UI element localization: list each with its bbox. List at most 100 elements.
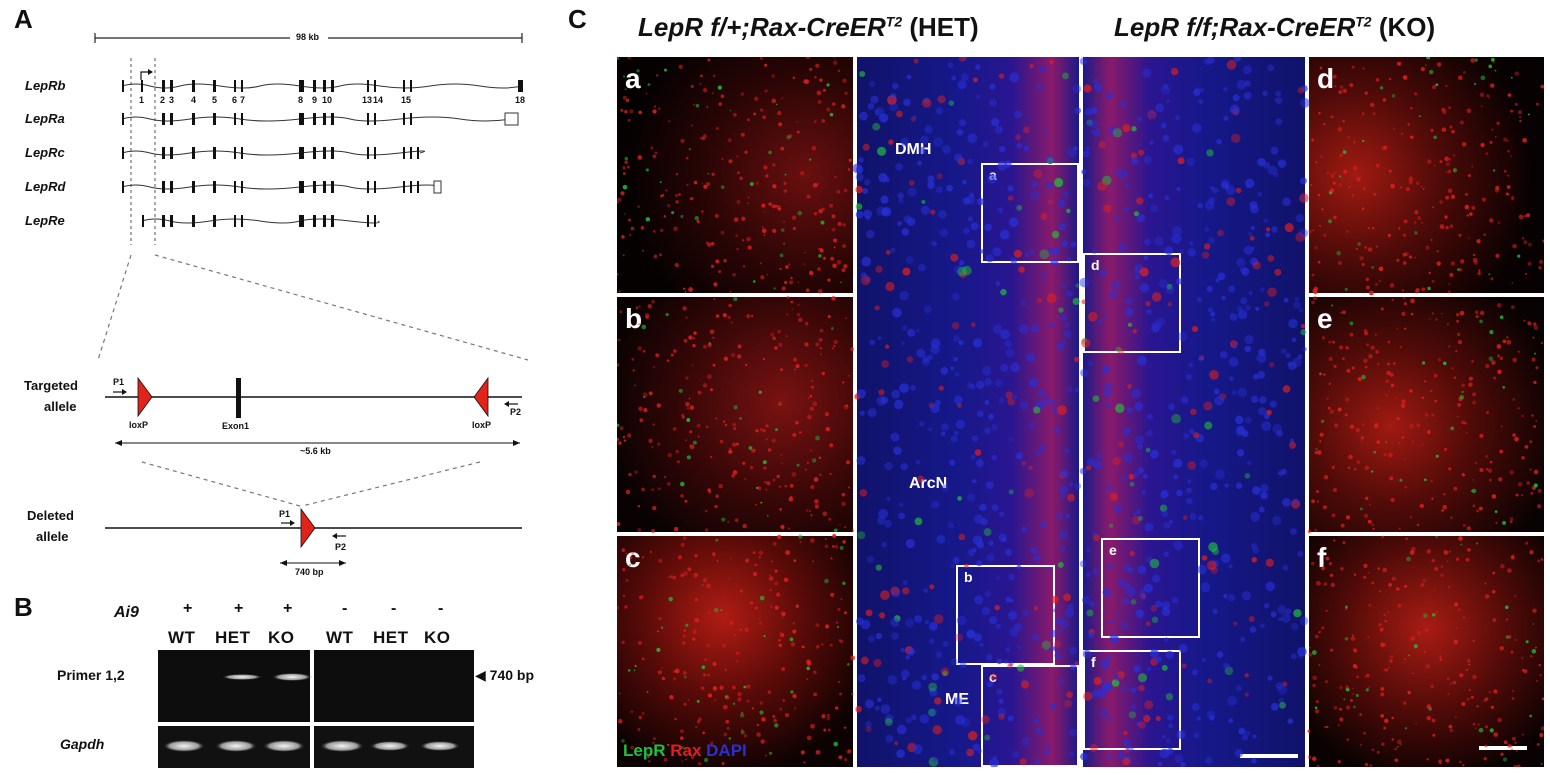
- ai9-sign: +: [283, 600, 293, 617]
- primer-row-label: Primer 1,2: [57, 667, 125, 683]
- gel-band: [272, 673, 312, 681]
- primer-p1-label: P1: [113, 377, 125, 387]
- panel-letter-b: B: [14, 592, 33, 622]
- inset-a-image: a: [617, 57, 853, 293]
- channel-legend: LepR Rax DAPI: [623, 741, 747, 761]
- scale-bar-center: [1240, 754, 1298, 758]
- exon-number: 15: [401, 95, 412, 105]
- deleted-allele-label-2: allele: [36, 529, 69, 544]
- panel-letter-c: C: [568, 4, 587, 34]
- exon-number: 3: [169, 95, 175, 105]
- gene-structure-diagram: [94, 32, 529, 566]
- region-me: ME: [945, 691, 969, 708]
- genotype-label: KO: [268, 628, 295, 647]
- gel-band: [163, 740, 205, 752]
- scale-bar-inset: [1479, 746, 1527, 750]
- loxp-label-right: loxP: [472, 420, 492, 430]
- inset-e-image: e: [1309, 297, 1544, 532]
- gel-band: [263, 740, 305, 752]
- exon1-label: Exon1: [222, 421, 250, 431]
- exon-number: 1: [139, 95, 145, 105]
- exon-number: 18: [515, 95, 526, 105]
- het-title: LepR f/+;Rax-CreERT2 (HET): [638, 12, 979, 43]
- targeted-allele-label-1: Targeted: [24, 378, 78, 393]
- inset-box-f: f: [1083, 650, 1181, 750]
- inset-letter: b: [625, 303, 643, 334]
- inset-d-image: d: [1309, 57, 1544, 293]
- exon-number: 5: [212, 95, 218, 105]
- gel-band: [370, 741, 410, 751]
- gel-image: [158, 650, 474, 768]
- inset-box-a: a: [981, 163, 1079, 263]
- ai9-sign: -: [438, 600, 444, 617]
- inset-box-letter: a: [989, 167, 997, 183]
- deleted-primer-p1-label: P1: [279, 509, 291, 519]
- ai9-sign: -: [342, 600, 348, 617]
- gel-band: [222, 674, 262, 680]
- inset-box-d: d: [1083, 253, 1181, 353]
- isoform-lepRa: LepRa: [25, 111, 65, 126]
- inset-f-image: f: [1309, 536, 1544, 767]
- deleted-primer-p2-label: P2: [335, 542, 347, 552]
- isoform-lepRb: LepRb: [25, 78, 66, 93]
- region-dmh: DMH: [895, 141, 932, 158]
- het-overview-image: DMH ArcN ME a b c: [857, 57, 1079, 767]
- isoform-lepRc: LepRc: [25, 145, 65, 160]
- ai9-sign: +: [234, 600, 244, 617]
- inset-letter: d: [1317, 63, 1335, 94]
- genotype-label: WT: [326, 628, 354, 647]
- ko-title-sup: T2: [1355, 13, 1372, 30]
- inset-box-letter: c: [989, 669, 997, 685]
- ai9-sign: -: [391, 600, 397, 617]
- region-arcn: ArcN: [909, 475, 948, 492]
- deleted-allele-label-1: Deleted: [27, 508, 74, 523]
- genotype-label: KO: [424, 628, 451, 647]
- exon-number: 2: [160, 95, 166, 105]
- het-title-tag: (HET): [909, 12, 979, 42]
- inset-box-letter: e: [1109, 542, 1117, 558]
- inset-box-letter: d: [1091, 257, 1100, 273]
- inset-letter: c: [625, 542, 641, 573]
- targeted-allele-label-2: allele: [44, 399, 77, 414]
- inset-b-image: b: [617, 297, 853, 532]
- exon-number: 9: [312, 95, 318, 105]
- gel-band: [420, 741, 460, 751]
- ko-title-genotype: LepR f/f;Rax-CreER: [1114, 12, 1356, 42]
- inset-box-letter: b: [964, 569, 973, 585]
- inset-letter: a: [625, 63, 641, 94]
- ko-title-tag: (KO): [1378, 12, 1436, 42]
- exon-number: 7: [240, 95, 246, 105]
- ai9-sign: +: [183, 600, 193, 617]
- exon-number: 8: [298, 95, 304, 105]
- band-size-text: 740 bp: [489, 667, 535, 683]
- isoform-lepRe: LepRe: [25, 213, 65, 228]
- gapdh-row-label: Gapdh: [60, 736, 105, 752]
- isoform-lepRd: LepRd: [25, 179, 66, 194]
- loxp-label-left: loxP: [129, 420, 149, 430]
- panel-letter-a: A: [14, 4, 33, 34]
- legend-dapi: DAPI: [706, 741, 747, 760]
- inset-box-c: c: [981, 665, 1079, 767]
- inset-box-letter: f: [1091, 654, 1096, 670]
- genotype-label: HET: [373, 628, 409, 647]
- inset-letter: e: [1317, 303, 1333, 334]
- legend-rax: Rax: [670, 741, 702, 760]
- exon-number: 13: [362, 95, 373, 105]
- exon-number: 10: [322, 95, 333, 105]
- exon-number: 6: [232, 95, 238, 105]
- genotype-label: WT: [168, 628, 196, 647]
- gel-band: [215, 740, 257, 752]
- band-size-label: ◀ 740 bp: [475, 667, 535, 683]
- exon-number: 4: [191, 95, 197, 105]
- exon-number: 14: [373, 95, 384, 105]
- genotype-label: HET: [215, 628, 251, 647]
- deleted-size-label: 740 bp: [295, 567, 324, 577]
- inset-box-e: e: [1101, 538, 1200, 638]
- targeted-size-label: ~5.6 kb: [300, 446, 331, 456]
- het-title-genotype: LepR f/+;Rax-CreER: [638, 12, 886, 42]
- ai9-label: Ai9: [114, 604, 139, 621]
- ko-overview-image: d e f: [1083, 57, 1305, 767]
- inset-letter: f: [1317, 542, 1327, 573]
- inset-c-image: c LepR Rax DAPI: [617, 536, 853, 767]
- ko-title: LepR f/f;Rax-CreERT2 (KO): [1114, 12, 1435, 43]
